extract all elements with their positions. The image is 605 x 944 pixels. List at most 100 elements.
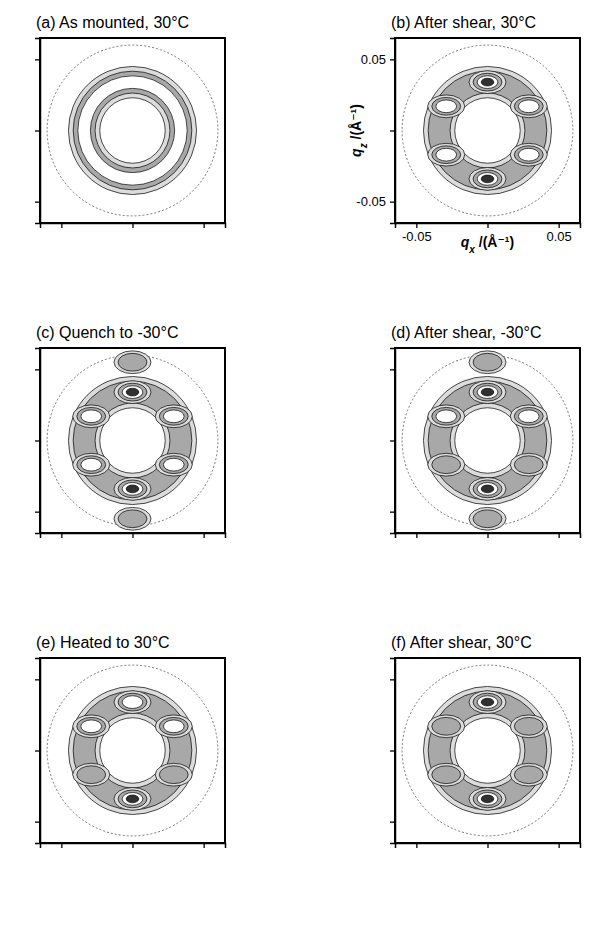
ring-contour xyxy=(73,691,192,810)
peak-contour xyxy=(481,78,494,86)
peak-contour xyxy=(432,766,461,784)
plot-area xyxy=(47,351,218,530)
peak-contour xyxy=(436,100,457,113)
ring-contour xyxy=(78,76,187,185)
tick-mark xyxy=(61,843,62,848)
peak-contour xyxy=(481,698,494,706)
peak-contour xyxy=(114,691,151,714)
tick-mark xyxy=(204,843,205,848)
tick-mark xyxy=(390,59,395,60)
tick-mark xyxy=(390,750,395,751)
tick: -0.05 xyxy=(402,223,432,244)
axis-line xyxy=(41,534,226,539)
ring-contour xyxy=(423,376,551,504)
tick xyxy=(390,679,395,680)
tick-mark xyxy=(61,223,62,228)
peak-contour xyxy=(436,148,457,161)
peak-contour xyxy=(428,763,465,786)
peak-contour xyxy=(481,175,494,183)
tick-mark xyxy=(416,843,417,848)
plot-frame xyxy=(395,348,580,533)
peak-contour xyxy=(81,410,102,423)
x-axis xyxy=(41,533,226,538)
axis-line xyxy=(390,39,396,224)
peak-contour xyxy=(510,405,547,428)
tick-mark xyxy=(35,822,40,823)
peak-contour xyxy=(432,407,461,425)
peak-contour xyxy=(477,76,498,89)
peak-contour xyxy=(126,485,139,493)
tick xyxy=(35,369,40,370)
axis-line xyxy=(35,349,41,534)
tick xyxy=(61,843,62,848)
axis-line xyxy=(396,224,581,229)
peak-contour xyxy=(77,456,106,474)
tick xyxy=(35,751,40,752)
tick-mark xyxy=(35,130,40,131)
peak-contour xyxy=(159,766,188,784)
tick xyxy=(390,131,395,132)
tick-mark xyxy=(390,822,395,823)
ring-contour xyxy=(68,66,196,194)
peak-contour xyxy=(469,788,506,811)
ring-contour xyxy=(423,686,551,814)
axis-line xyxy=(35,39,41,224)
peak-contour xyxy=(118,790,147,808)
peak-contour xyxy=(428,95,465,118)
peak-contour xyxy=(126,388,139,396)
figure: (a) As mounted, 30°C(b) After shear, 30°… xyxy=(0,0,605,944)
axis-line xyxy=(390,349,396,534)
tick xyxy=(35,679,40,680)
peak-contour xyxy=(155,453,192,476)
peak-contour xyxy=(510,763,547,786)
tick-mark xyxy=(35,59,40,60)
y-axis xyxy=(35,659,41,844)
axis-title: qx /(Å⁻¹) xyxy=(461,234,514,255)
tick-mark xyxy=(35,369,40,370)
plot-area xyxy=(47,45,218,216)
plot-frame xyxy=(40,658,225,843)
x-axis xyxy=(41,843,226,848)
panel-title: (a) As mounted, 30°C xyxy=(36,14,189,31)
tick-mark xyxy=(559,223,560,228)
peak-contour xyxy=(81,720,102,733)
peak-contour xyxy=(163,410,184,423)
tick xyxy=(61,223,62,228)
halo-contour xyxy=(47,45,218,216)
peak-contour xyxy=(118,353,147,371)
ring-contour xyxy=(68,376,196,504)
peak-contour xyxy=(114,507,151,530)
tick-label: -0.05 xyxy=(402,229,432,244)
peak-contour xyxy=(428,453,465,476)
tick-mark xyxy=(204,533,205,538)
panel-title: (c) Quench to -30°C xyxy=(36,324,178,341)
plot-area xyxy=(47,665,218,836)
tick-mark xyxy=(416,223,417,228)
peak-contour xyxy=(514,717,543,735)
peak-contour xyxy=(118,383,147,401)
panel-title: (d) After shear, -30°C xyxy=(391,324,541,341)
peak-contour xyxy=(163,720,184,733)
tick xyxy=(35,441,40,442)
tick xyxy=(390,369,395,370)
tick-mark xyxy=(35,750,40,751)
peak-contour xyxy=(122,483,143,496)
peak-contour xyxy=(428,405,465,428)
axis-line xyxy=(396,844,581,849)
tick-mark xyxy=(132,533,133,538)
tick xyxy=(559,843,560,848)
x-axis xyxy=(396,533,581,538)
peak-contour xyxy=(114,381,151,404)
peak-contour xyxy=(477,386,498,399)
ring-contour xyxy=(423,66,551,194)
tick-label: 0.05 xyxy=(546,229,571,244)
tick-mark xyxy=(390,202,395,203)
tick-mark xyxy=(35,679,40,680)
tick-mark xyxy=(416,533,417,538)
tick-mark xyxy=(35,512,40,513)
tick: 0.05 xyxy=(546,223,571,244)
halo-contour xyxy=(47,355,218,526)
plot-area xyxy=(402,665,573,836)
axis-line xyxy=(41,224,226,229)
panel-title: (e) Heated to 30°C xyxy=(36,634,170,651)
